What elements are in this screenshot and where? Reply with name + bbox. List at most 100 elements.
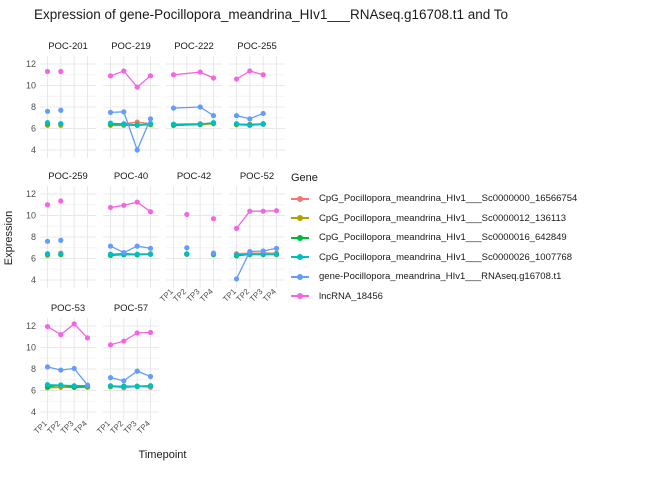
y-tick-label: 12 [26,321,36,331]
legend-item: gene-Pocillopora_meandrina_HIv1___RNAseq… [291,267,577,287]
data-point [134,199,140,205]
data-point [210,250,217,256]
legend-item: CpG_Pocillopora_meandrina_HIv1___Sc00000… [291,189,577,209]
facet-POC-201: POC-201 [40,41,96,158]
data-point [260,72,266,78]
data-point [121,121,127,127]
data-point [273,208,280,214]
legend-swatch [291,193,309,205]
data-point [58,121,64,127]
data-point [44,238,51,244]
series-line [235,210,277,229]
x-tick-label: TP4 [135,419,152,436]
gridlines [103,186,159,288]
data-point [260,248,266,254]
data-point [107,342,114,348]
y-tick-label: 4 [31,275,36,285]
x-axis-title: Timepoint [138,449,187,461]
data-point [107,243,114,249]
facet-title: POC-222 [174,41,214,52]
data-point [233,76,240,82]
facet-title: POC-259 [48,171,88,182]
series-line [110,201,151,213]
data-point [107,251,114,257]
legend-item: CpG_Pocillopora_meandrina_HIv1___Sc00000… [291,248,577,268]
data-point [121,384,127,390]
data-point [247,208,253,214]
data-point [210,75,217,81]
data-point [134,383,140,389]
data-point [184,211,190,218]
gridlines [103,56,159,158]
facet-title: POC-201 [48,41,88,52]
y-tick-label: 8 [31,102,36,112]
data-point [147,251,154,257]
data-point [247,116,253,122]
y-axis-title: Expression [3,210,15,266]
data-point [134,147,140,153]
series-line [173,106,214,117]
data-point [58,367,64,373]
data-point [134,251,140,257]
data-point [121,378,127,384]
data-point [44,323,51,330]
legend-swatch-dot [297,195,304,202]
data-point [170,121,177,127]
data-point [210,113,217,119]
data-point [184,251,190,257]
legend-item-label: CpG_Pocillopora_meandrina_HIv1___Sc00000… [319,232,567,244]
data-point [170,105,177,111]
legend-item-label: CpG_Pocillopora_meandrina_HIv1___Sc00000… [319,212,567,224]
legend-item: CpG_Pocillopora_meandrina_HIv1___Sc00000… [291,209,577,229]
data-point [184,245,190,251]
series-line [110,111,152,151]
data-point [147,116,154,122]
y-tick-label: 12 [26,189,36,199]
data-point [107,120,114,126]
data-point [121,249,127,256]
facet-title: POC-52 [240,171,274,182]
facet-title: POC-40 [114,171,148,182]
legend-swatch [291,212,309,224]
data-point [233,121,240,127]
facet-title: POC-42 [177,171,211,182]
legend-swatch-dot [297,273,304,280]
gridlines [40,56,96,158]
series-line [47,366,89,386]
y-tick-label: 6 [31,124,36,134]
data-point [210,119,217,126]
facet-POC-255: POC-255 [229,41,285,158]
series-line [110,331,151,346]
legend-item-label: CpG_Pocillopora_meandrina_HIv1___Sc00000… [319,251,572,263]
x-tick-label: TP4 [198,287,215,304]
legend-swatch [291,251,309,263]
data-point [107,109,114,115]
series-line [47,386,88,389]
facet-title: POC-53 [51,303,85,314]
data-point [71,321,77,327]
y-tick-label: 10 [26,81,36,91]
data-point [71,383,77,389]
data-point [247,122,253,128]
data-point [134,330,140,336]
facet-POC-40: POC-40 [103,171,159,288]
data-point [233,225,240,231]
facet-POC-259: POC-259 [40,171,96,288]
data-point [233,276,240,282]
y-tick-label: 6 [31,386,36,396]
data-point [134,84,140,90]
legend-item: CpG_Pocillopora_meandrina_HIv1___Sc00000… [291,228,577,248]
data-point [147,383,154,389]
data-point [134,368,140,374]
data-point [147,329,154,336]
data-point [147,373,154,380]
data-point [44,251,51,257]
legend: Gene CpG_Pocillopora_meandrina_HIv1___Sc… [291,172,577,306]
legend-item-label: gene-Pocillopora_meandrina_HIv1___RNAseq… [319,271,562,283]
data-point [247,68,253,74]
data-point [273,245,280,251]
data-point [58,198,64,204]
